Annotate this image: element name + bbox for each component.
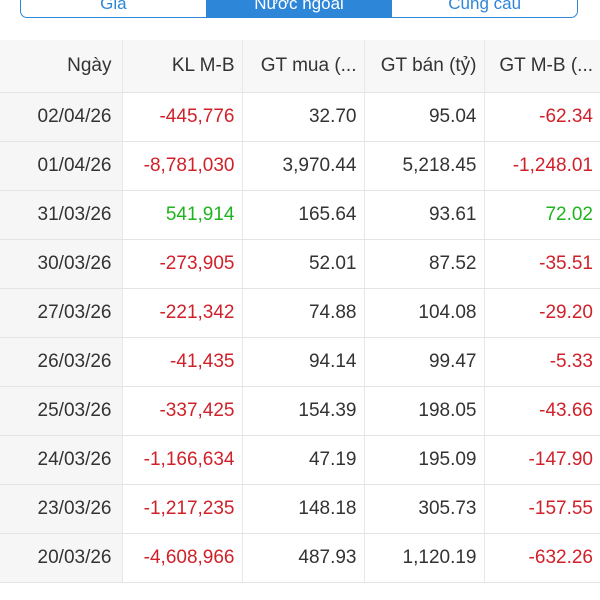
table-header-row: Ngày KL M-B GT mua (... GT bán (tỷ) GT M… [0,40,600,93]
date-cell: 24/03/26 [0,435,123,485]
buy-value-cell: 154.39 [242,386,365,436]
net-value-cell: -632.26 [484,533,600,583]
table-row[interactable]: 26/03/26 -41,435 94.14 99.47 -5.33 [0,337,600,387]
buy-value-cell: 165.64 [242,190,365,240]
net-volume-cell: -1,217,235 [122,484,243,534]
tab-gia[interactable]: Giá [21,0,207,17]
sell-value-cell: 198.05 [364,386,485,436]
tab-cung-cau[interactable]: Cung cầu [448,0,522,13]
date-cell: 31/03/26 [0,190,123,240]
sell-value-cell: 99.47 [364,337,485,387]
net-value-cell: -157.55 [484,484,600,534]
table-body: 02/04/26 -445,776 32.70 95.04 -62.34 01/04/26… [0,92,600,583]
date-cell: 23/03/26 [0,484,123,534]
foreign-trading-table: Ngày KL M-B GT mua (... GT bán (tỷ) GT M… [0,40,600,583]
sell-value-cell: 87.52 [364,239,485,289]
sell-value-cell: 1,120.19 [364,533,485,583]
net-volume-cell: -8,781,030 [122,141,243,191]
buy-value-cell: 148.18 [242,484,365,534]
net-volume-cell: -445,776 [122,92,243,142]
buy-value-cell: 74.88 [242,288,365,338]
sell-value-cell: 195.09 [364,435,485,485]
sell-value-cell: 104.08 [364,288,485,338]
table-row[interactable]: 23/03/26 -1,217,235 148.18 305.73 -157.55 [0,484,600,534]
net-volume-cell: 541,914 [122,190,243,240]
sell-value-cell: 93.61 [364,190,485,240]
net-value-cell: 72.02 [484,190,600,240]
net-value-cell: -62.34 [484,92,600,142]
date-cell: 30/03/26 [0,239,123,289]
net-value-cell: -5.33 [484,337,600,387]
table-row[interactable]: 30/03/26 -273,905 52.01 87.52 -35.51 [0,239,600,289]
buy-value-cell: 3,970.44 [242,141,365,191]
table-row[interactable]: 27/03/26 -221,342 74.88 104.08 -29.20 [0,288,600,338]
net-value-cell: -1,248.01 [484,141,600,191]
buy-value-cell: 47.19 [242,435,365,485]
net-volume-cell: -4,608,966 [122,533,243,583]
date-cell: 01/04/26 [0,141,123,191]
header-sell-value[interactable]: GT bán (tỷ) [364,40,485,93]
sell-value-cell: 95.04 [364,92,485,142]
date-cell: 27/03/26 [0,288,123,338]
table-row[interactable]: 24/03/26 -1,166,634 47.19 195.09 -147.90 [0,435,600,485]
net-value-cell: -147.90 [484,435,600,485]
buy-value-cell: 52.01 [242,239,365,289]
buy-value-cell: 487.93 [242,533,365,583]
date-cell: 20/03/26 [0,533,123,583]
net-volume-cell: -337,425 [122,386,243,436]
table-row[interactable]: 25/03/26 -337,425 154.39 198.05 -43.66 [0,386,600,436]
net-volume-cell: -41,435 [122,337,243,387]
sell-value-cell: 305.73 [364,484,485,534]
net-volume-cell: -221,342 [122,288,243,338]
net-volume-cell: -273,905 [122,239,243,289]
date-cell: 26/03/26 [0,337,123,387]
buy-value-cell: 94.14 [242,337,365,387]
header-net-volume[interactable]: KL M-B [122,40,243,93]
header-buy-value[interactable]: GT mua (... [242,40,365,93]
net-volume-cell: -1,166,634 [122,435,243,485]
segmented-control: Giá Nước ngoài Cung cầu [20,0,578,18]
date-cell: 25/03/26 [0,386,123,436]
table-row[interactable]: 02/04/26 -445,776 32.70 95.04 -62.34 [0,92,600,142]
sell-value-cell: 5,218.45 [364,141,485,191]
header-date[interactable]: Ngày [0,40,123,93]
table-row[interactable]: 20/03/26 -4,608,966 487.93 1,120.19 -632.26 [0,533,600,583]
buy-value-cell: 32.70 [242,92,365,142]
table-row[interactable]: 31/03/26 541,914 165.64 93.61 72.02 [0,190,600,240]
net-value-cell: -35.51 [484,239,600,289]
date-cell: 02/04/26 [0,92,123,142]
net-value-cell: -29.20 [484,288,600,338]
table-row[interactable]: 01/04/26 -8,781,030 3,970.44 5,218.45 -1,248… [0,141,600,191]
net-value-cell: -43.66 [484,386,600,436]
header-net-value[interactable]: GT M-B (... [484,40,600,93]
tab-nuoc-ngoai[interactable]: Nước ngoài [206,0,393,17]
